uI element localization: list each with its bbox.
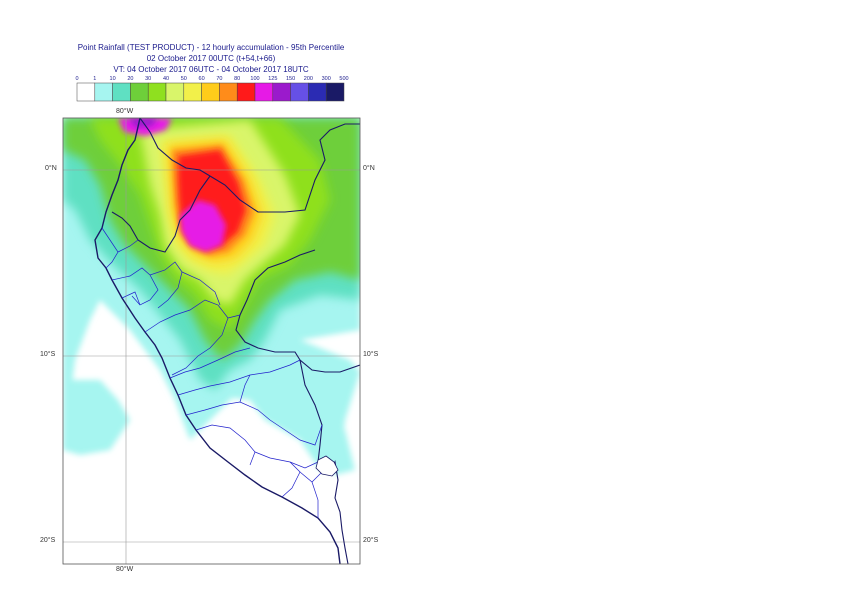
- region-boundary-15: [227, 314, 241, 319]
- border-peru-colombia-brazil: [209, 123, 360, 213]
- lon-label-top: 80°W: [116, 108, 134, 115]
- rain-band-100-125: [180, 200, 226, 252]
- region-boundary-14: [311, 481, 319, 518]
- title-line-3: VT: 04 October 2017 06UTC - 04 October 2…: [113, 65, 309, 74]
- region-boundary-8: [195, 424, 256, 466]
- legend-threshold-label: 40: [163, 76, 169, 82]
- lat-label-left-0: 0°N: [45, 165, 57, 172]
- legend-threshold-label: 0: [75, 76, 78, 82]
- region-boundary-11: [254, 451, 301, 498]
- legend-threshold-label: 500: [339, 76, 348, 82]
- lat-label-right-10s: 10°S: [363, 351, 379, 358]
- region-boundary-16: [121, 291, 141, 306]
- map-frame: [62, 117, 361, 565]
- region-boundary-18: [117, 239, 139, 253]
- border-peru-brazil: [235, 249, 360, 373]
- region-boundary-12: [289, 461, 319, 469]
- region-boundary-10: [269, 419, 323, 446]
- region-boundary-6: [177, 359, 301, 396]
- region-boundary-3: [144, 299, 229, 376]
- legend-swatch: [325, 82, 345, 102]
- rain-patch-magenta-north: [118, 118, 172, 136]
- rain-patch-light-sw: [63, 380, 130, 455]
- title-line-1: Point Rainfall (TEST PRODUCT) - 12 hourl…: [77, 43, 345, 52]
- legend-threshold-label: 70: [216, 76, 222, 82]
- region-boundary-7: [185, 401, 271, 421]
- region-boundary-9: [239, 374, 251, 403]
- legend-threshold-label: 150: [286, 76, 295, 82]
- lat-label-right-0: 0°N: [363, 165, 375, 172]
- legend-threshold-label: 50: [181, 76, 187, 82]
- title-line-2: 02 October 2017 00UTC (t+54,t+66): [146, 54, 276, 63]
- rainfall-colour-scale: 0 1 10 20 30 40 50 60 70 80 100 125 150 200 300 500: [75, 76, 349, 102]
- legend-threshold-label: 200: [304, 76, 313, 82]
- lake-titicaca: [315, 455, 339, 477]
- legend-threshold-label: 30: [145, 76, 151, 82]
- region-boundary-4: [181, 271, 221, 306]
- legend-threshold-label: 100: [250, 76, 259, 82]
- legend-threshold-label: 300: [322, 76, 331, 82]
- legend-threshold-label: 60: [199, 76, 205, 82]
- legend-threshold-label: 80: [234, 76, 240, 82]
- legend-threshold-label: 125: [268, 76, 277, 82]
- border-colombia-ecuador: [139, 118, 211, 177]
- lat-label-right-20s: 20°S: [363, 537, 379, 544]
- legend-threshold-label: 20: [127, 76, 133, 82]
- lat-label-left-10s: 10°S: [40, 351, 56, 358]
- legend-threshold-label: 10: [110, 76, 116, 82]
- lon-label-bottom: 80°W: [116, 566, 134, 573]
- region-boundary-5: [169, 347, 251, 379]
- legend-threshold-label: 1: [93, 76, 96, 82]
- lat-label-left-20s: 20°S: [40, 537, 56, 544]
- border-ecuador-peru: [111, 175, 211, 253]
- region-boundary-1: [111, 267, 159, 306]
